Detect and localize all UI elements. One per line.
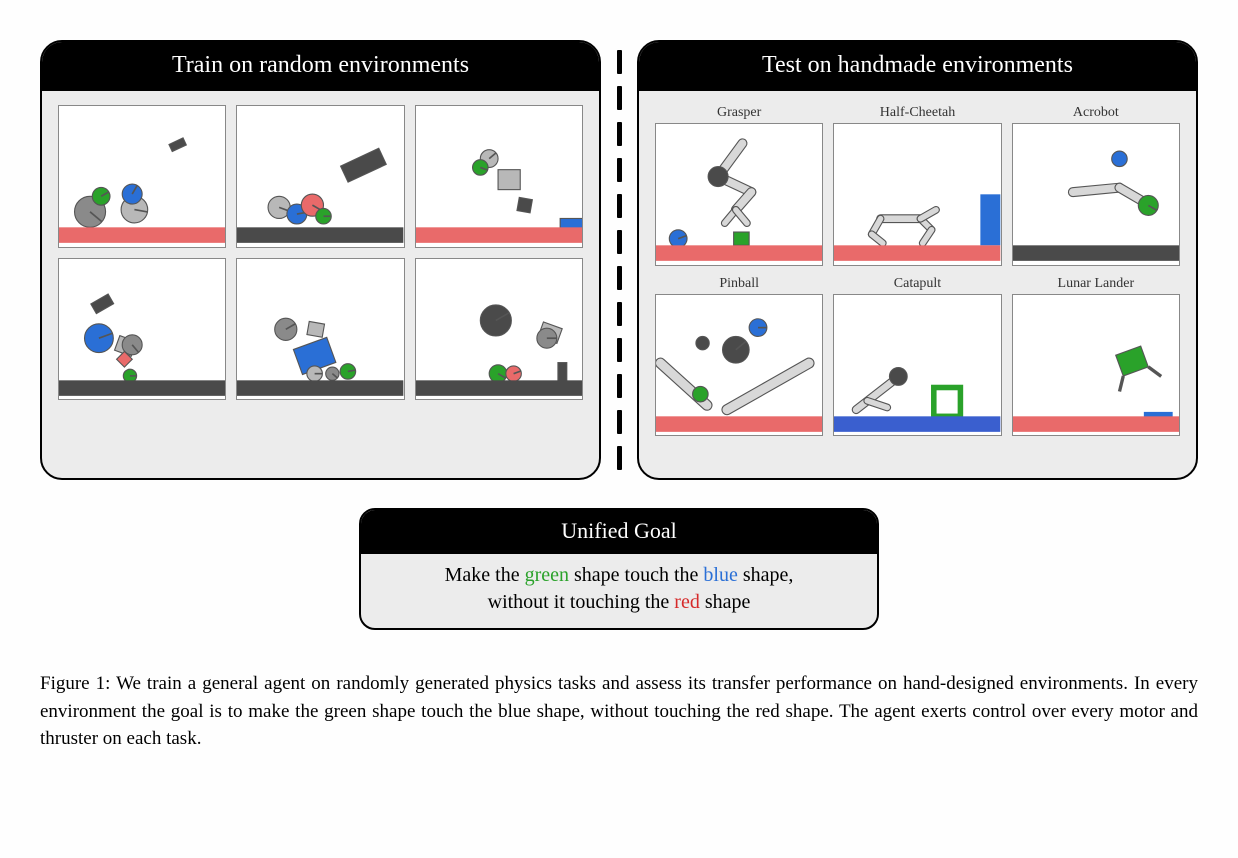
test-env-cell: Pinball [655,276,823,437]
test-env-cell: Catapult [833,276,1001,437]
train-env-cell [236,258,404,401]
figure-caption: Figure 1: We train a general agent on ra… [40,670,1198,753]
train-env-thumb [58,258,226,401]
divider-dash [617,302,622,326]
test-env-thumb [1012,123,1180,266]
train-env-thumb [415,105,583,248]
train-env-cell [415,105,583,248]
train-env-thumb [415,258,583,401]
train-env-cell [58,105,226,248]
divider-dash [617,50,622,74]
test-panel: Test on handmade environments Grasper Hal… [637,40,1198,480]
train-panel: Train on random environments [40,40,601,480]
test-env-cell: Acrobot [1012,105,1180,266]
divider-dash [617,266,622,290]
train-panel-title: Train on random environments [42,42,599,91]
goal-text: shape touch the [569,564,703,586]
train-grid [58,105,583,400]
goal-text: shape, [738,564,794,586]
train-env-cell [236,105,404,248]
test-env-thumb [833,123,1001,266]
goal-text: Make the [445,564,525,586]
train-panel-body [42,91,599,416]
goal-text: without it touching the [488,591,675,613]
goal-title: Unified Goal [361,510,877,554]
test-env-cell: Grasper [655,105,823,266]
goal-panel: Unified Goal Make the green shape touch … [359,508,879,630]
train-env-cell [415,258,583,401]
test-grid: Grasper Half-Cheetah Acrobot Pinball Catapul… [655,105,1180,436]
test-env-label: Acrobot [1012,105,1180,123]
goal-red-word: red [674,591,700,613]
divider-dash [617,158,622,182]
divider-dash [617,374,622,398]
test-env-label: Pinball [655,276,823,294]
divider-dash [617,446,622,470]
test-env-label: Grasper [655,105,823,123]
caption-label: Figure 1: [40,673,110,694]
train-env-cell [58,258,226,401]
goal-body: Make the green shape touch the blue shap… [361,554,877,628]
test-panel-title: Test on handmade environments [639,42,1196,91]
goal-text: shape [700,591,751,613]
test-env-thumb [1012,294,1180,437]
caption-text: We train a general agent on randomly gen… [40,673,1198,749]
test-env-label: Lunar Lander [1012,276,1180,294]
figure: Train on random environments Test on han… [40,40,1198,753]
test-panel-body: Grasper Half-Cheetah Acrobot Pinball Catapul… [639,91,1196,452]
goal-green-word: green [525,564,569,586]
dashed-divider [601,40,637,480]
test-env-thumb [655,294,823,437]
panels-row: Train on random environments Test on han… [40,40,1198,480]
test-env-label: Catapult [833,276,1001,294]
divider-dash [617,410,622,434]
divider-dash [617,194,622,218]
train-env-thumb [236,258,404,401]
divider-dash [617,338,622,362]
test-env-thumb [833,294,1001,437]
test-env-thumb [655,123,823,266]
divider-dash [617,230,622,254]
divider-dash [617,86,622,110]
train-env-thumb [236,105,404,248]
goal-blue-word: blue [703,564,737,586]
test-env-cell: Lunar Lander [1012,276,1180,437]
divider-dash [617,122,622,146]
test-env-label: Half-Cheetah [833,105,1001,123]
test-env-cell: Half-Cheetah [833,105,1001,266]
train-env-thumb [58,105,226,248]
